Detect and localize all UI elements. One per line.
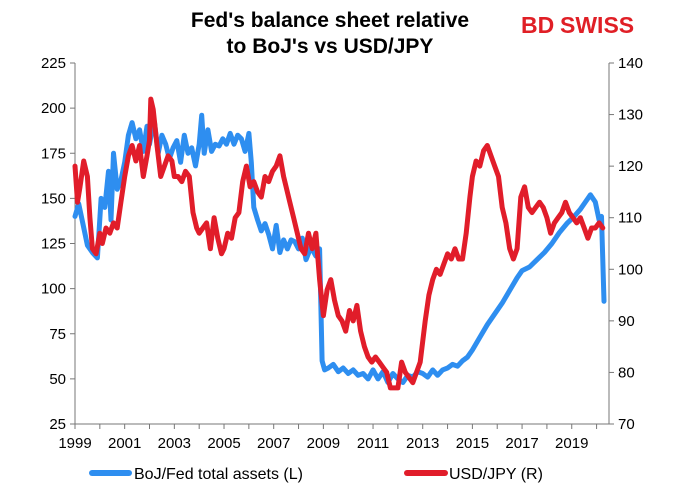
legend: BoJ/Fed total assets (L) USD/JPY (R) [89, 466, 543, 483]
series-line-usdjpy [72, 96, 606, 391]
y-right-tick-label: 70 [618, 416, 635, 433]
y-left-tick-label: 75 [49, 326, 66, 343]
x-tick-label: 2017 [505, 435, 538, 452]
series-lines [72, 96, 607, 391]
series-line-boj-fed [72, 112, 607, 385]
y-right-tick-label: 90 [618, 313, 635, 330]
x-tick-label: 2011 [357, 435, 389, 452]
x-tick-label: 1999 [58, 435, 91, 452]
logo-text-bd: BD [521, 12, 554, 38]
axes: 225 200 175 150 125 100 75 50 25 140 130 120 110 100 9… [41, 55, 643, 452]
x-tick-label: 2009 [307, 435, 340, 452]
y-right-tick-label: 80 [618, 364, 635, 381]
x-tick-label: 2013 [406, 435, 439, 452]
logo-text-swiss: SWISS [560, 12, 634, 38]
chart-title: Fed's balance sheet relative to BoJ's vs… [191, 9, 469, 58]
y-right-tick-label: 130 [618, 107, 643, 124]
y-right-tick-label: 120 [618, 158, 643, 175]
x-tick-label: 2019 [555, 435, 588, 452]
x-tick-label: 2007 [257, 435, 290, 452]
y-left-tick-label: 25 [49, 416, 66, 433]
y-left-tick-label: 50 [49, 371, 66, 388]
x-tick-label: 2003 [158, 435, 191, 452]
x-tick-label: 2015 [456, 435, 489, 452]
brand-logo: BD SWISS [521, 12, 634, 38]
y-right-tick-label: 140 [618, 55, 643, 72]
y-left-tick-label: 100 [41, 281, 66, 298]
x-tick-label: 2005 [207, 435, 240, 452]
y-left-tick-label: 175 [41, 145, 66, 162]
chart-title-line-1: Fed's balance sheet relative [191, 9, 469, 32]
y-left-tick-label: 225 [41, 55, 66, 72]
y-left-tick-label: 200 [41, 100, 66, 117]
legend-label-usdjpy: USD/JPY (R) [449, 466, 543, 483]
y-right-tick-label: 100 [618, 261, 643, 278]
legend-label-boj-fed: BoJ/Fed total assets (L) [134, 466, 303, 483]
y-left-tick-label: 125 [41, 236, 66, 253]
chart-title-line-2: to BoJ's vs USD/JPY [227, 35, 434, 58]
y-right-tick-label: 110 [618, 210, 642, 227]
x-tick-label: 2001 [108, 435, 141, 452]
y-left-tick-label: 150 [41, 190, 66, 207]
